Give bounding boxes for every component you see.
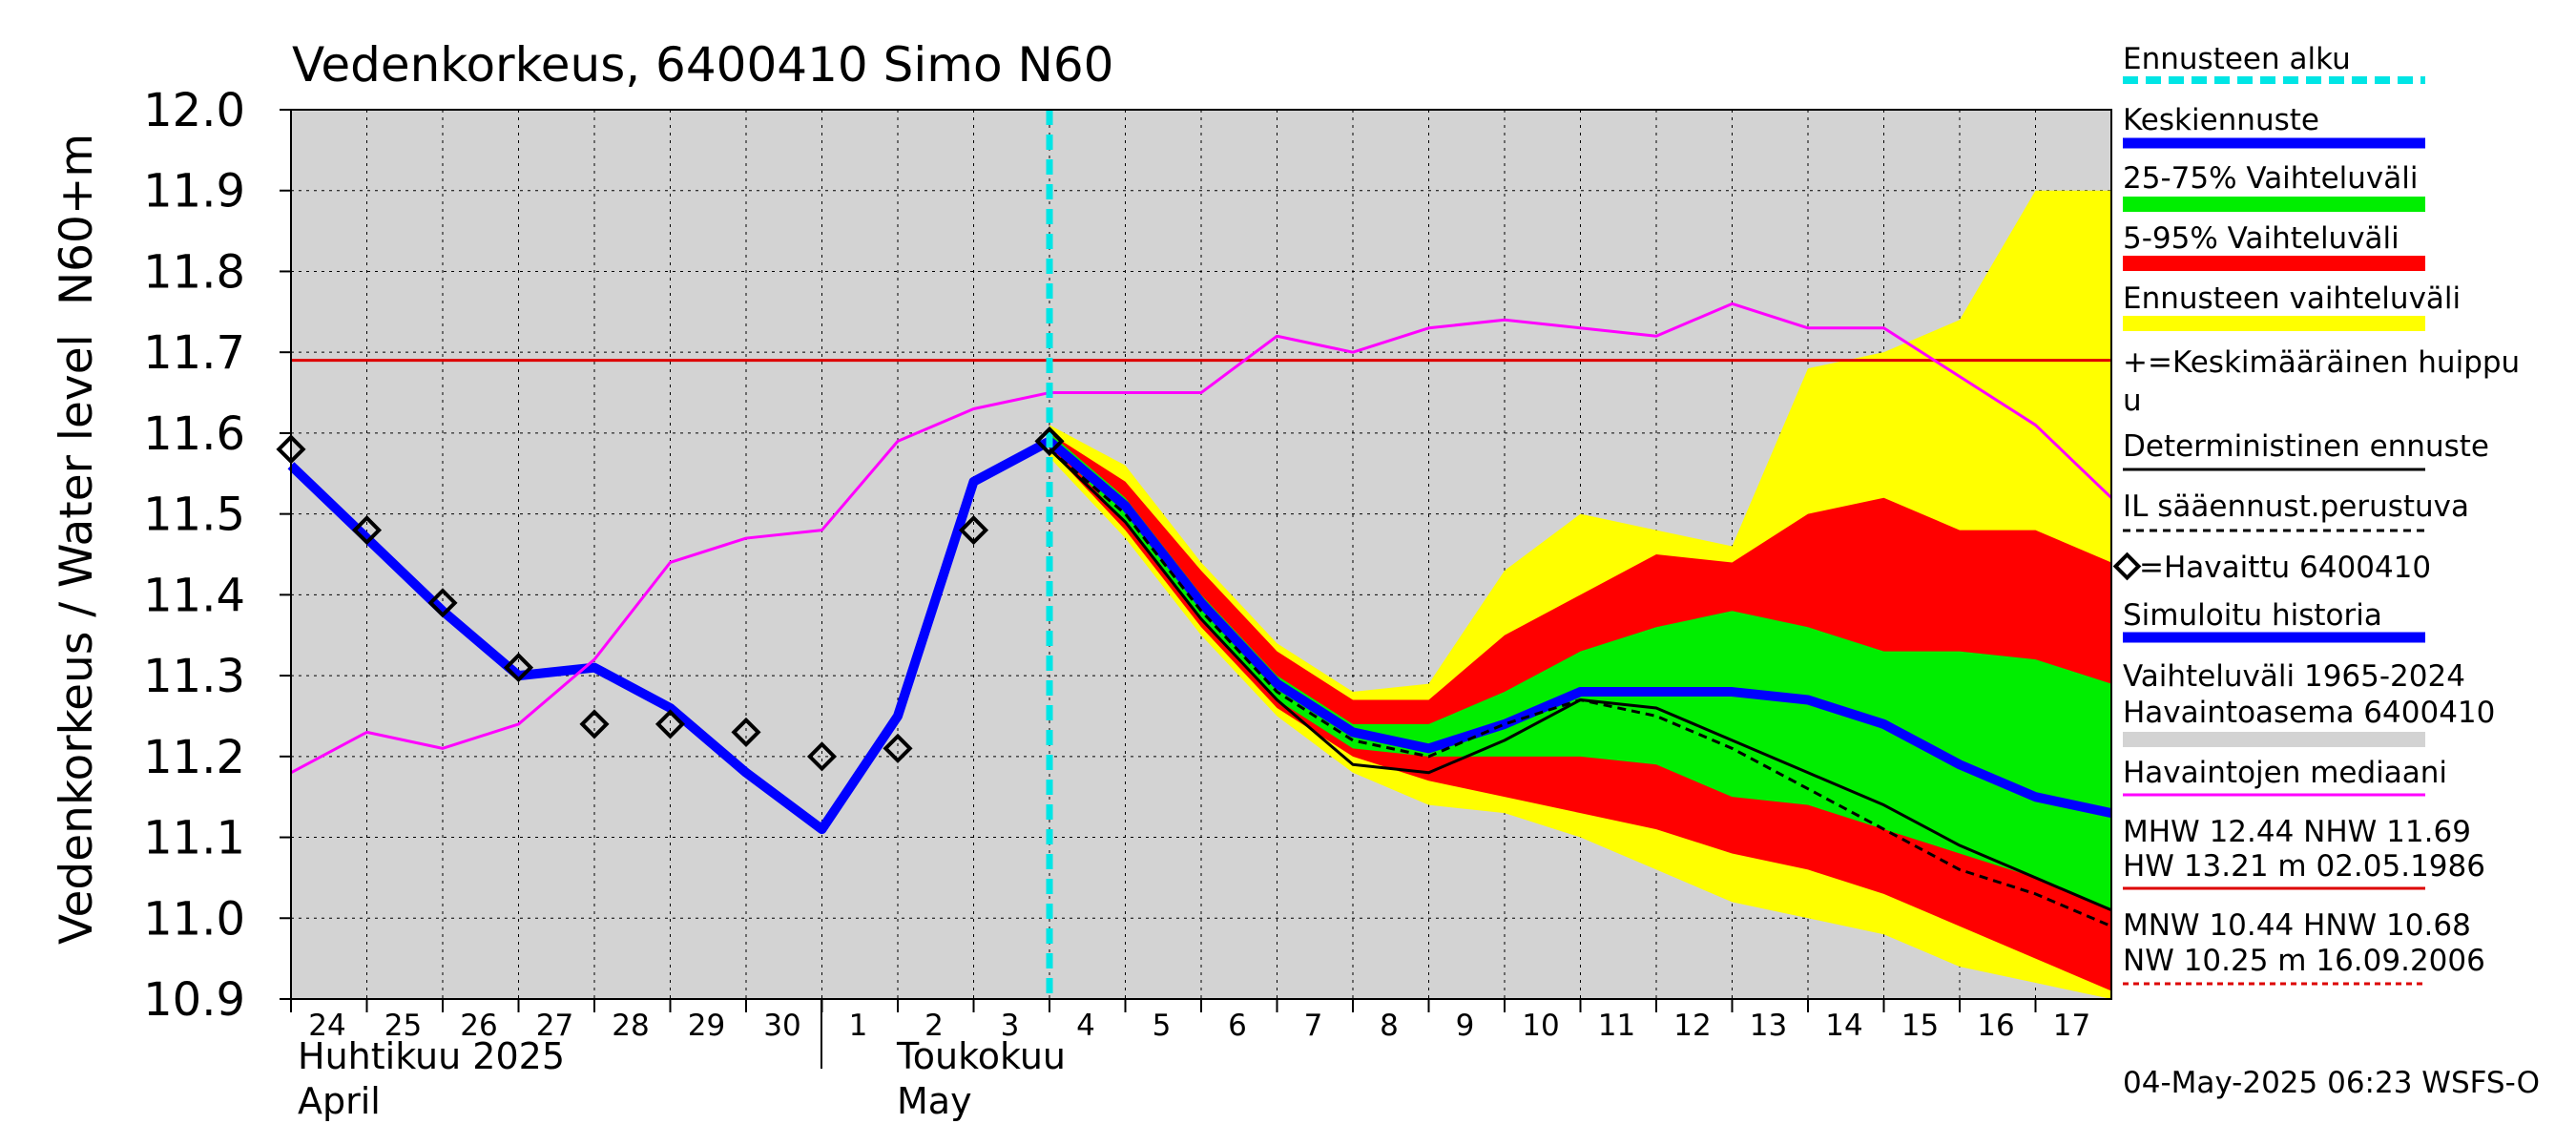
simulated-history-line xyxy=(287,436,1052,835)
legend-forecast-range-swatch xyxy=(2123,316,2425,331)
x-tick-label: 30 xyxy=(763,1009,800,1043)
legend-25-75-label: 25-75% Vaihteluväli xyxy=(2123,161,2419,196)
y-tick-label: 11.6 xyxy=(143,407,245,461)
observed-point xyxy=(503,653,534,683)
legend-observed-label: =Havaittu 6400410 xyxy=(2139,551,2431,585)
legend-range-years-label: Vaihteluväli 1965-2024 xyxy=(2123,659,2465,694)
range-25-75-band xyxy=(1049,432,2111,910)
y-tick-label: 11.5 xyxy=(143,489,245,542)
x-tick-label: 26 xyxy=(460,1009,497,1043)
observed-point xyxy=(806,741,838,772)
observed-point xyxy=(351,515,383,546)
x-tick-label: 13 xyxy=(1750,1009,1787,1043)
observed-markers xyxy=(276,426,1065,772)
y-tick-label: 12.0 xyxy=(143,84,245,137)
observed-point xyxy=(731,717,761,747)
legend-simulated-history-label: Simuloitu historia xyxy=(2123,598,2382,633)
stats-hw-line: HW 13.21 m 02.05.1986 xyxy=(2123,849,2485,884)
y-tick-label: 11.4 xyxy=(143,569,245,622)
x-axis-ticks: 24 25 26 27 28 29 30 1 2 3 4 5 6 7 8 9 10 11 12 13 14 15 16 17 xyxy=(290,999,2090,1043)
observed-point xyxy=(958,515,989,546)
x-tick-label: 8 xyxy=(1380,1009,1399,1043)
legend-5-95-label: 5-95% Vaihteluväli xyxy=(2123,221,2399,256)
x-tick-label: 16 xyxy=(1977,1009,2014,1043)
forecast-bands xyxy=(1049,190,2111,999)
observed-point xyxy=(579,709,610,739)
x-tick-label: 17 xyxy=(2053,1009,2090,1043)
month-label-en-may: May xyxy=(897,1080,972,1122)
observed-point xyxy=(276,434,306,465)
x-tick-label: 15 xyxy=(1901,1009,1939,1043)
x-tick-label: 14 xyxy=(1825,1009,1862,1043)
series-lines xyxy=(287,302,2113,928)
il-forecast-line xyxy=(1049,448,2112,928)
legend-range-station-label: Havaintoasema 6400410 xyxy=(2123,696,2495,730)
mean-forecast-line xyxy=(1046,437,2113,819)
x-tick-label: 27 xyxy=(536,1009,573,1043)
x-tick-label: 28 xyxy=(612,1009,649,1043)
y-tick-label: 11.3 xyxy=(143,650,245,703)
y-tick-label: 11.7 xyxy=(143,326,245,380)
month-label-fi-may: Toukokuu xyxy=(896,1035,1066,1077)
legend-forecast-range-label: Ennusteen vaihteluväli xyxy=(2123,281,2461,316)
x-tick-label: 5 xyxy=(1153,1009,1172,1043)
month-label-en-april: April xyxy=(298,1080,381,1122)
chart-title: Vedenkorkeus, 6400410 Simo N60 xyxy=(292,37,1113,93)
y-tick-label: 11.1 xyxy=(143,812,245,865)
legend-mean-peak-wrap: u xyxy=(2123,384,2142,418)
observed-point xyxy=(427,588,458,618)
legend-25-75-swatch xyxy=(2123,197,2425,212)
x-tick-label: 1 xyxy=(849,1009,868,1043)
x-tick-label: 9 xyxy=(1456,1009,1475,1043)
legend-forecast-start-label: Ennusteen alku xyxy=(2123,42,2351,76)
legend-mean-peak-label: +=Keskimääräinen huippu xyxy=(2123,345,2520,380)
x-tick-label: 10 xyxy=(1522,1009,1559,1043)
x-tick-label: 4 xyxy=(1076,1009,1095,1043)
y-axis-ticks: 12.0 11.9 11.8 11.7 11.6 11.5 11.4 11.3 11.2 11.1… xyxy=(143,84,291,1027)
x-tick-label: 24 xyxy=(308,1009,345,1043)
observed-point xyxy=(883,733,913,763)
legend-deterministic-label: Deterministinen ennuste xyxy=(2123,429,2489,464)
x-tick-label: 7 xyxy=(1304,1009,1323,1043)
y-tick-label: 11.0 xyxy=(143,892,245,946)
median-line xyxy=(290,302,2113,775)
x-tick-label: 29 xyxy=(688,1009,725,1043)
legend-il-label: IL sääennust.perustuva xyxy=(2123,489,2469,524)
stats-mhw-line: MHW 12.44 NHW 11.69 xyxy=(2123,815,2471,849)
legend-observed-marker xyxy=(2112,552,2142,581)
y-tick-label: 10.9 xyxy=(143,973,245,1027)
legend-median-label: Havaintojen mediaani xyxy=(2123,756,2447,790)
y-tick-label: 11.8 xyxy=(143,245,245,299)
x-tick-label: 25 xyxy=(384,1009,422,1043)
x-tick-label: 3 xyxy=(1001,1009,1020,1043)
y-axis-unit: N60+m xyxy=(51,134,103,305)
legend-range-swatch xyxy=(2123,732,2425,747)
y-tick-label: 11.9 xyxy=(143,165,245,219)
legend-5-95-swatch xyxy=(2123,256,2425,271)
y-axis-label: Vedenkorkeus / Water level xyxy=(51,334,103,945)
legend: Ennusteen alku Keskiennuste 25-75% Vaiht… xyxy=(2112,42,2540,1100)
observed-point xyxy=(654,709,686,739)
month-label-fi-april: Huhtikuu 2025 xyxy=(298,1035,565,1077)
legend-mean-forecast-label: Keskiennuste xyxy=(2123,103,2319,137)
y-tick-label: 11.2 xyxy=(143,731,245,784)
timestamp: 04-May-2025 06:23 WSFS-O xyxy=(2123,1066,2540,1100)
observed-point xyxy=(1034,426,1065,456)
x-tick-label: 2 xyxy=(924,1009,944,1043)
stats-mnw-line: MNW 10.44 HNW 10.68 xyxy=(2123,908,2471,943)
x-tick-label: 12 xyxy=(1673,1009,1711,1043)
stats-nw-line: NW 10.25 m 16.09.2006 xyxy=(2123,944,2485,978)
x-tick-label: 6 xyxy=(1228,1009,1247,1043)
x-tick-label: 11 xyxy=(1598,1009,1635,1043)
